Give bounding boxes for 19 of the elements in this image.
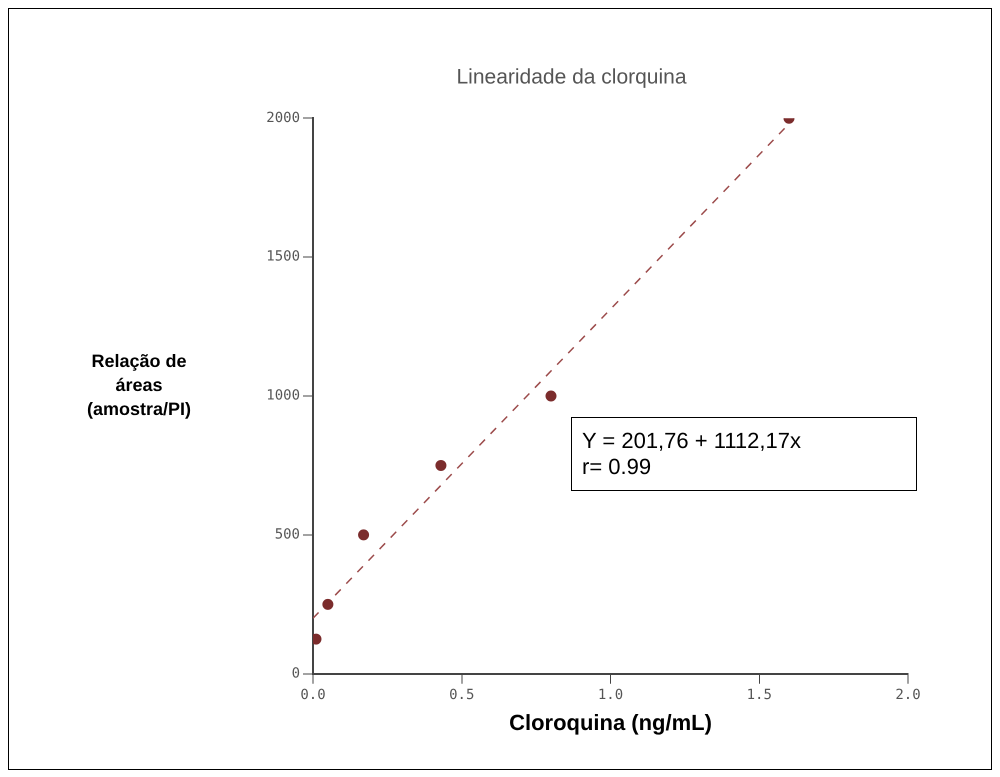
y-axis-title: Relação de áreas (amostra/PI) — [86, 350, 192, 421]
annotation: Y = 201,76 + 1112,17x — [582, 428, 802, 454]
y-tick-label: 1500 — [266, 248, 300, 265]
y-tick-label: 500 — [274, 526, 300, 543]
x-tick-label: 0.0 — [300, 686, 326, 703]
x-tick-label: 1.5 — [746, 686, 772, 703]
x-tick-label: 0.5 — [449, 686, 474, 703]
point — [546, 390, 556, 402]
x-axis-title: Cloroquina (ng/mL) — [509, 710, 712, 735]
x-tick-label: 2.0 — [895, 686, 921, 703]
annotation: r= 0.99 — [582, 454, 652, 480]
y-tick-label: 0 — [292, 665, 300, 682]
chart-title: Linearidade da clorquina — [456, 65, 687, 88]
y-tick-label: 1000 — [266, 388, 300, 404]
y-tick-label: 2000 — [266, 110, 300, 126]
point — [435, 460, 446, 471]
point — [322, 598, 334, 610]
point — [358, 529, 370, 540]
x-tick-label: 1.0 — [598, 686, 624, 703]
